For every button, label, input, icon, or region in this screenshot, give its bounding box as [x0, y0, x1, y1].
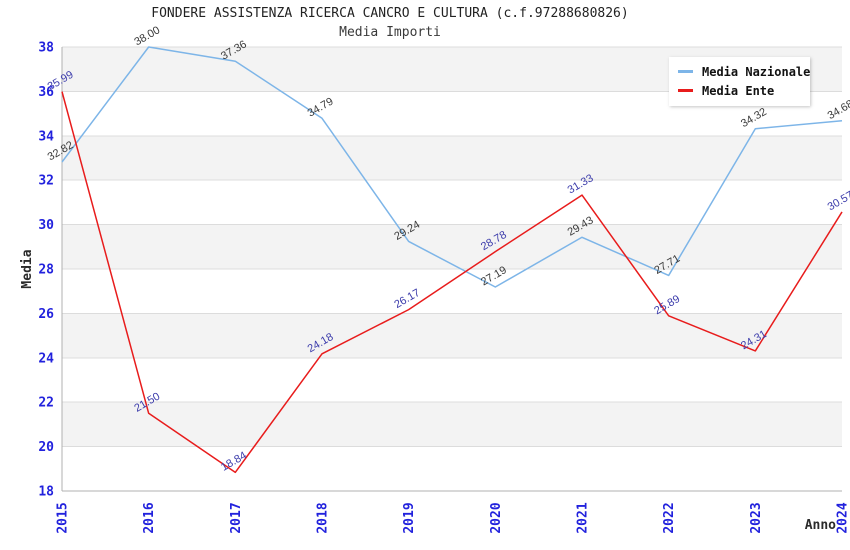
svg-text:34: 34 [38, 129, 54, 144]
series-line-1 [61, 91, 843, 474]
legend: Media Nazionale Media Ente [669, 57, 810, 106]
axis-lines [61, 47, 842, 492]
svg-text:30: 30 [38, 218, 54, 233]
svg-text:38: 38 [38, 41, 54, 56]
svg-text:26: 26 [38, 307, 54, 322]
chart-subtitle: Media Importi [339, 25, 441, 40]
svg-text:2020: 2020 [489, 502, 504, 533]
svg-text:2017: 2017 [229, 502, 244, 533]
x-axis-tick-labels: 2015 2016 2017 2018 2019 2020 2021 2022 2023 2024 [56, 502, 850, 533]
svg-text:2022: 2022 [662, 502, 677, 533]
svg-text:2023: 2023 [749, 502, 764, 533]
point-label: 38.00 [132, 24, 162, 48]
plot-bands [62, 47, 842, 491]
svg-text:32: 32 [38, 174, 54, 189]
y-axis-title: Media [20, 249, 35, 288]
legend-item-1[interactable]: Media Ente [678, 81, 802, 100]
chart-title: FONDERE ASSISTENZA RICERCA CANCRO E CULT… [151, 6, 629, 21]
y-axis-tick-labels: 18 20 22 24 26 28 30 32 34 36 38 [38, 41, 54, 500]
svg-text:2018: 2018 [316, 502, 331, 533]
svg-text:20: 20 [38, 440, 54, 455]
svg-text:2024: 2024 [836, 502, 850, 533]
svg-text:2021: 2021 [576, 502, 591, 533]
legend-swatch-icon [678, 70, 693, 73]
svg-text:2019: 2019 [402, 502, 417, 533]
svg-text:28: 28 [38, 263, 54, 278]
legend-item-0[interactable]: Media Nazionale [678, 62, 810, 81]
svg-text:36: 36 [38, 85, 54, 100]
svg-text:22: 22 [38, 396, 54, 411]
svg-text:24: 24 [38, 351, 54, 366]
svg-text:18: 18 [38, 485, 54, 500]
legend-label: Media Nazionale [702, 64, 811, 79]
svg-text:2015: 2015 [56, 502, 71, 533]
series-line-0 [61, 46, 843, 288]
legend-swatch-icon [678, 89, 693, 92]
x-axis-title: Anno [805, 518, 836, 533]
legend-label: Media Ente [702, 83, 775, 98]
axis-titles: Media Anno [20, 249, 836, 533]
svg-text:2016: 2016 [142, 502, 157, 533]
